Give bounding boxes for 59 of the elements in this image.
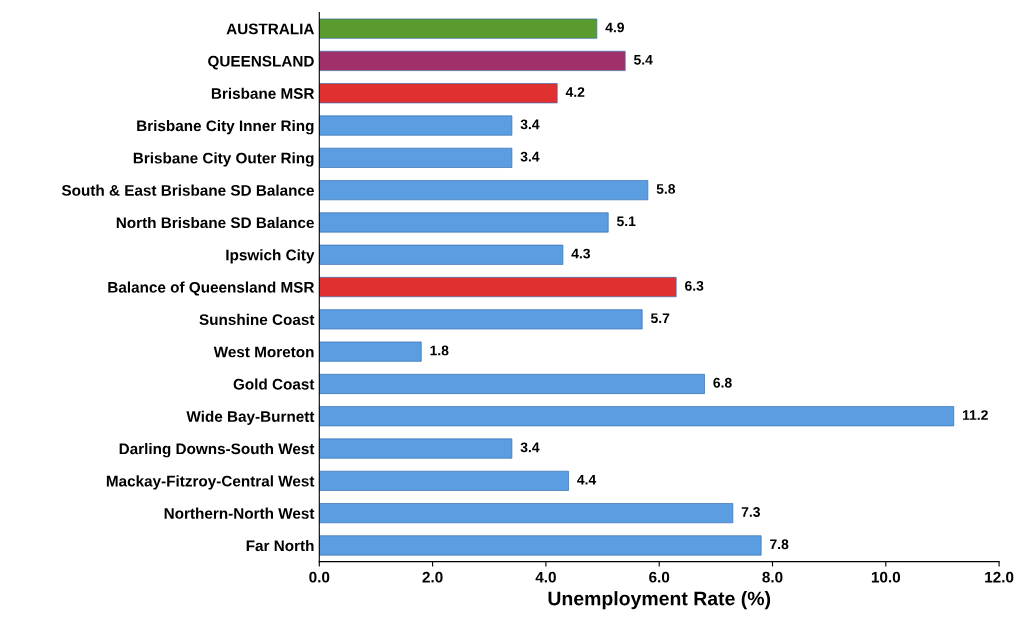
bar (319, 406, 955, 427)
data-label: 7.3 (741, 507, 760, 517)
data-label: 6.3 (685, 280, 704, 291)
x-tick-label: 6.0 (649, 571, 670, 583)
x-tick-label: 8.0 (762, 571, 783, 583)
bar (319, 535, 762, 556)
x-tick-label: 0.0 (309, 571, 330, 583)
bar (319, 180, 649, 201)
bar (319, 147, 513, 168)
bar (319, 470, 569, 491)
y-tick-label: QUEENSLAND (208, 55, 314, 70)
bar (319, 50, 626, 71)
data-label: 5.8 (656, 184, 676, 194)
y-tick-label: Balance of Queensland MSR (108, 281, 315, 296)
data-label: 4.2 (565, 87, 585, 97)
y-tick-label: North Brisbane SD Balance (116, 216, 314, 229)
bar (319, 341, 422, 362)
data-label: 5.1 (616, 216, 636, 227)
data-label: 7.8 (770, 539, 789, 550)
y-tick-label: Brisbane City Outer Ring (133, 152, 314, 167)
y-tick-label: Gold Coast (233, 378, 315, 390)
bar (319, 18, 598, 39)
y-tick-label: Ipswich City (226, 249, 315, 264)
y-tick-label: Darling Downs-South West (119, 443, 315, 458)
x-tick-label: 12.0 (985, 571, 1014, 583)
bar (319, 212, 609, 233)
data-label: 3.4 (520, 119, 540, 130)
data-label: 4.3 (571, 248, 591, 259)
data-label: 11.2 (962, 410, 988, 420)
bar (319, 244, 564, 265)
y-tick-label: Wide Bay-Burnett (186, 410, 315, 425)
bar (319, 503, 734, 524)
x-tick-label: 4.0 (535, 571, 556, 583)
y-tick-label: Northern-North West (164, 507, 315, 519)
y-tick-label: Brisbane City Inner Ring (137, 120, 314, 135)
data-label: 5.7 (650, 313, 670, 324)
bar (319, 115, 513, 136)
data-label: 5.4 (633, 54, 653, 65)
y-tick-label: AUSTRALIA (226, 23, 315, 35)
bar (319, 277, 677, 298)
data-label: 4.9 (605, 22, 625, 33)
bar (319, 83, 558, 104)
y-tick-label: South & East Brisbane SD Balance (61, 184, 314, 196)
bar (319, 438, 513, 459)
y-tick-label: Far North (246, 539, 314, 552)
data-label: 4.4 (577, 474, 597, 485)
x-tick-label: 2.0 (422, 571, 443, 583)
bar (319, 373, 705, 394)
y-tick-label: Sunshine Coast (199, 313, 315, 326)
y-tick-label: Brisbane MSR (211, 87, 315, 99)
x-tick-label: 10.0 (871, 571, 901, 583)
bar (319, 309, 643, 330)
data-label: 6.8 (713, 377, 732, 388)
x-axis-title: Unemployment Rate (%) (548, 591, 771, 610)
data-label: 3.4 (520, 442, 540, 453)
data-label: 1.8 (430, 345, 449, 356)
y-tick-label: West Moreton (213, 346, 314, 358)
y-tick-label: Mackay-Fitzroy-Central West (106, 475, 315, 490)
data-label: 3.4 (520, 151, 540, 162)
